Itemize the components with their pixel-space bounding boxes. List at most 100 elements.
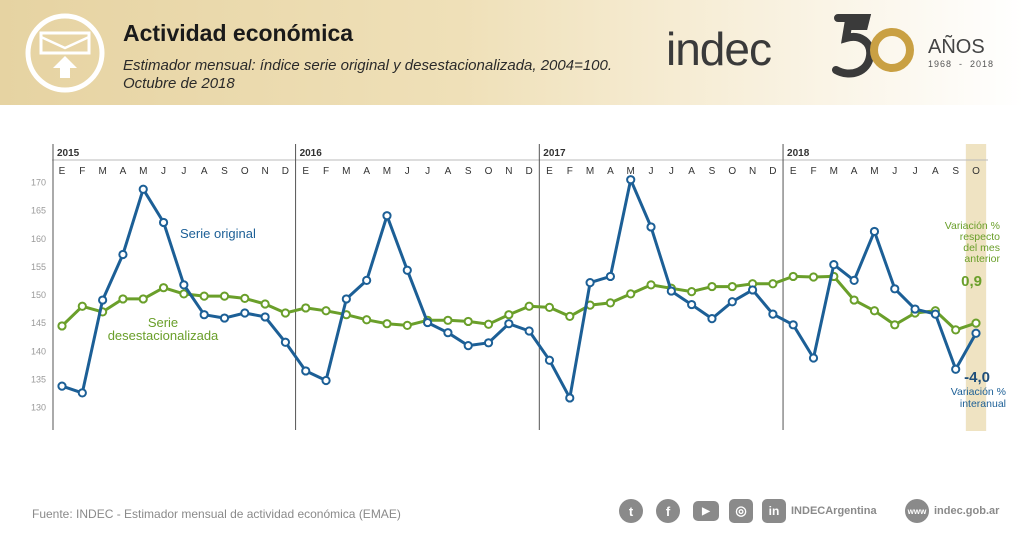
series-point	[544, 302, 555, 312]
series-point	[260, 312, 270, 322]
year-label: 2015	[57, 148, 80, 159]
month-label: O	[728, 166, 736, 177]
facebook-icon[interactable]: f	[656, 499, 680, 523]
series-point	[707, 314, 717, 324]
yoy-variation-value: -4,0	[964, 369, 990, 386]
series-point	[605, 271, 616, 282]
instagram-icon[interactable]: ◎	[729, 499, 753, 523]
series-point	[423, 317, 433, 328]
series-point	[240, 308, 250, 318]
monthly-variation-title: anterior	[964, 253, 1000, 265]
series-point	[199, 291, 209, 301]
month-label: J	[405, 166, 410, 177]
y-tick-label: 155	[31, 262, 46, 272]
month-label: M	[586, 166, 594, 177]
social-handle[interactable]: INDECArgentina	[791, 505, 877, 517]
series-point	[463, 341, 473, 351]
series-point	[118, 294, 128, 304]
month-label: A	[688, 166, 695, 177]
page-subtitle: Estimador mensual: índice serie original…	[123, 57, 613, 92]
series-point	[727, 281, 737, 292]
series-point	[808, 353, 819, 363]
month-label: F	[567, 166, 573, 177]
monthly-variation-value: 0,9	[961, 273, 982, 290]
series-point	[951, 325, 961, 335]
series-point	[585, 278, 595, 288]
month-label: N	[505, 166, 512, 177]
series-point	[483, 319, 494, 329]
series-point	[362, 275, 372, 285]
series-point	[77, 388, 87, 398]
series-point	[260, 299, 270, 309]
month-label: M	[383, 166, 391, 177]
month-label: M	[627, 166, 635, 177]
series-point	[971, 328, 981, 338]
series-point	[707, 281, 717, 292]
series-point	[138, 184, 148, 194]
highlight-column	[965, 144, 987, 431]
twitter-icon[interactable]: t	[619, 499, 643, 523]
y-tick-label: 145	[31, 318, 46, 328]
month-label: A	[120, 166, 127, 177]
series-point	[321, 306, 331, 316]
month-label: S	[465, 166, 472, 177]
month-label: M	[139, 166, 147, 177]
series-point	[930, 309, 940, 319]
series-point	[158, 217, 169, 228]
y-tick-label: 130	[31, 403, 46, 413]
yoy-variation-title: Variación %	[951, 386, 1006, 398]
series-point	[666, 286, 676, 296]
yoy-variation-title: interanual	[960, 398, 1006, 410]
report-upload-icon	[25, 13, 105, 93]
series-point	[483, 338, 494, 348]
series-point	[57, 321, 67, 331]
website-link[interactable]: indec.gob.ar	[934, 505, 1000, 517]
anniversary-years-label: 1968 - 2018	[928, 59, 995, 69]
y-tick-label: 170	[31, 178, 46, 188]
series-point	[504, 310, 514, 320]
month-label: J	[425, 166, 430, 177]
series-point	[544, 355, 555, 365]
series-point	[890, 284, 900, 294]
youtube-icon[interactable]: ▶	[693, 501, 719, 521]
month-label: A	[932, 166, 939, 177]
linkedin-icon[interactable]: in	[762, 499, 786, 523]
series-point	[829, 260, 839, 270]
month-label: D	[282, 166, 289, 177]
anniversary-anos-label: AÑOS	[928, 36, 985, 58]
series-point	[565, 393, 575, 403]
month-label: S	[709, 166, 716, 177]
series-point	[219, 313, 230, 323]
indec-logo: indec	[666, 23, 772, 75]
month-label: N	[261, 166, 268, 177]
series-point	[747, 285, 758, 295]
year-label: 2018	[787, 148, 810, 159]
series-point	[849, 275, 859, 285]
series-point	[219, 291, 230, 301]
series-point	[301, 366, 311, 376]
series-point	[280, 337, 291, 347]
series-point	[910, 304, 920, 314]
serie-original-label: Serie original	[180, 226, 256, 241]
series-point	[443, 315, 453, 325]
month-label: J	[892, 166, 897, 177]
series-point	[402, 265, 412, 275]
series-point	[727, 297, 737, 307]
month-label: D	[769, 166, 776, 177]
month-label: O	[972, 166, 980, 177]
month-label: O	[241, 166, 249, 177]
month-label: M	[342, 166, 350, 177]
month-label: F	[79, 166, 85, 177]
month-label: N	[749, 166, 756, 177]
series-point	[77, 301, 87, 311]
month-label: S	[952, 166, 959, 177]
series-point	[768, 279, 778, 289]
series-point	[788, 320, 798, 330]
series-point	[869, 306, 880, 316]
month-label: O	[485, 166, 493, 177]
series-point	[341, 294, 351, 304]
series-point	[402, 320, 412, 330]
series-point	[605, 298, 616, 308]
month-label: J	[181, 166, 186, 177]
year-label: 2017	[543, 148, 566, 159]
